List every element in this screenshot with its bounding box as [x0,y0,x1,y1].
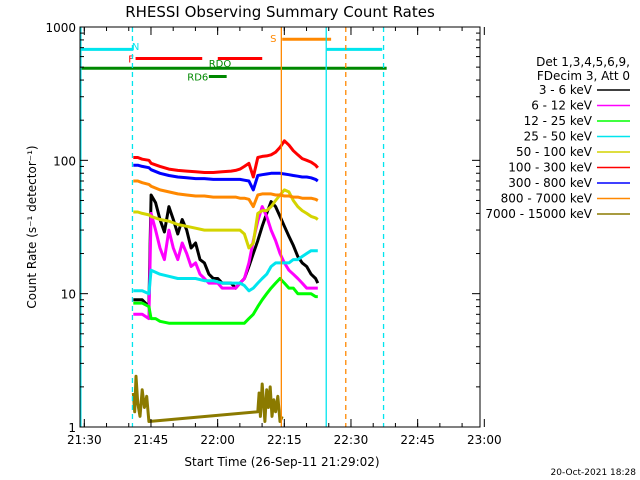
y-tick-label-1: 10 [61,288,76,302]
series-line-1 [133,205,318,321]
series-line-8 [131,374,284,423]
x-tick-label-4: 22:30 [334,433,369,447]
y-tick-label-0: 1 [68,421,76,435]
series-layer [131,139,320,423]
y-tick-label-3: 1000 [45,21,76,35]
vline-layer [80,27,385,427]
legend-label-7: 800 - 7000 keV [501,192,593,206]
legend-label-3: 25 - 50 keV [524,130,593,144]
tick-layer: 21:30 21:45 22:00 22:15 22:30 22:45 23:00 1 10 10… [45,21,501,447]
x-axis-label: Start Time (26-Sep-11 21:29:02) [184,455,379,469]
x-tick-label-0: 21:30 [67,433,102,447]
series-line-3 [133,249,318,296]
series-line-6 [133,163,319,192]
x-tick-label-5: 22:45 [400,433,435,447]
legend-header-line-2: FDecim 3, Att 0 [537,69,630,83]
chart-title: RHESSI Observing Summary Count Rates [125,3,435,21]
legend-header-line-1: Det 1,3,4,5,6,9, [536,55,630,69]
plot-frame [79,26,481,428]
series-line-4 [133,188,319,250]
legend-label-5: 100 - 300 keV [508,161,592,175]
flag-label-rd6: RD6 [187,73,208,84]
legend-label-0: 3 - 6 keV [539,83,593,97]
series-line-5 [133,139,319,179]
legend-label-4: 50 - 100 keV [516,145,593,159]
legend-label-8: 7000 - 15000 keV [485,207,592,221]
legend-label-6: 300 - 800 keV [508,176,592,190]
timestamp: 20-Oct-2021 18:28 [551,468,637,478]
x-tick-label-1: 21:45 [134,433,169,447]
flag-label-n: N [132,42,139,53]
legend-label-1: 6 - 12 keV [531,99,593,113]
legend-label-2: 12 - 25 keV [524,114,593,128]
flag-label-rdo: RDO [209,59,232,70]
x-tick-label-3: 22:15 [267,433,302,447]
series-line-2 [133,277,318,325]
series-line-7 [133,179,319,209]
x-tick-label-2: 22:00 [200,433,235,447]
x-tick-label-6: 23:00 [467,433,502,447]
y-axis-label: Count Rate (s⁻¹ detector⁻¹) [25,145,39,308]
y-tick-label-2: 100 [53,154,76,168]
flag-label-f: F [128,55,134,66]
flag-label-s: S [270,34,276,45]
